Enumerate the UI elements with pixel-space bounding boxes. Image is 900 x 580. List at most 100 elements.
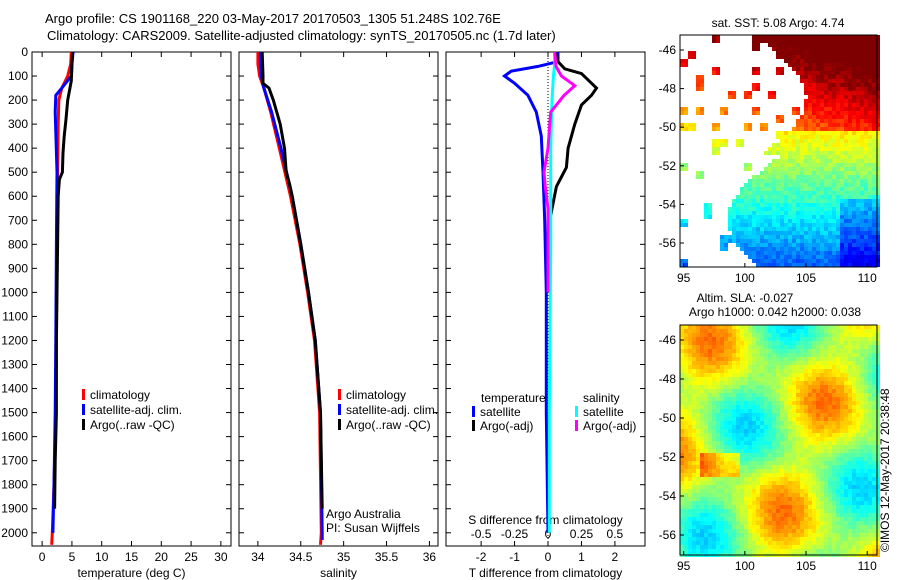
map-cell xyxy=(724,545,728,549)
map-cell xyxy=(852,211,856,215)
map-cell xyxy=(752,461,756,465)
map-cell xyxy=(824,485,828,489)
map-cell xyxy=(840,501,844,505)
map-cell xyxy=(716,421,720,425)
map-cell xyxy=(716,517,720,521)
map-cell xyxy=(860,143,864,147)
map-cell xyxy=(728,517,732,521)
map-cell xyxy=(780,377,784,381)
map-cell xyxy=(832,417,836,421)
map-cell xyxy=(816,223,820,227)
map-cell xyxy=(788,433,792,437)
map-cell xyxy=(756,377,760,381)
map-cell xyxy=(804,127,808,131)
map-cell xyxy=(732,325,736,329)
map-cell xyxy=(768,401,772,405)
map-cell xyxy=(860,187,864,191)
map-cell xyxy=(732,437,736,441)
map-cell xyxy=(872,533,876,537)
map-cell xyxy=(740,239,744,243)
map-cell xyxy=(728,377,732,381)
y-tick-label: -50 xyxy=(659,411,677,425)
map-cell xyxy=(784,235,788,239)
map-cell xyxy=(844,513,848,517)
map-cell xyxy=(844,505,848,509)
map-cell xyxy=(748,231,752,235)
map-cell xyxy=(784,413,788,417)
map-cell xyxy=(768,505,772,509)
map-cell xyxy=(768,409,772,413)
map-cell xyxy=(772,179,776,183)
map-cell xyxy=(796,473,800,477)
map-cell xyxy=(820,493,824,497)
map-cell xyxy=(756,405,760,409)
map-cell xyxy=(812,47,816,51)
map-cell xyxy=(820,329,824,333)
map-cell xyxy=(828,99,832,103)
map-cell xyxy=(828,473,832,477)
map-cell xyxy=(688,453,692,457)
map-cell xyxy=(752,453,756,457)
map-cell xyxy=(704,369,708,373)
map-cell xyxy=(808,35,812,39)
map-cell xyxy=(868,51,872,55)
map-cell xyxy=(816,159,820,163)
map-cell xyxy=(680,445,684,449)
map-cell xyxy=(820,417,824,421)
map-cell xyxy=(860,195,864,199)
map-cell xyxy=(836,259,840,263)
map-cell xyxy=(788,465,792,469)
map-cell xyxy=(688,505,692,509)
map-cell xyxy=(820,353,824,357)
map-cell xyxy=(772,485,776,489)
map-cell xyxy=(788,409,792,413)
map-cell xyxy=(812,71,816,75)
map-cell xyxy=(844,211,848,215)
map-cell xyxy=(860,99,864,103)
map-cell xyxy=(752,385,756,389)
map-cell xyxy=(848,47,852,51)
map-cell xyxy=(808,429,812,433)
map-cell xyxy=(740,369,744,373)
map-cell xyxy=(740,341,744,345)
map-cell xyxy=(800,329,804,333)
map-cell xyxy=(768,329,772,333)
map-cell xyxy=(816,251,820,255)
map-cell xyxy=(708,469,712,473)
map-cell xyxy=(860,123,864,127)
map-cell xyxy=(832,377,836,381)
map-cell xyxy=(844,345,848,349)
map-cell xyxy=(844,43,848,47)
map-cell xyxy=(828,449,832,453)
map-cell xyxy=(804,207,808,211)
map-cell xyxy=(756,381,760,385)
map-cell xyxy=(780,417,784,421)
map-cell xyxy=(724,497,728,501)
map-cell xyxy=(760,377,764,381)
map-cell xyxy=(864,163,868,167)
map-cell xyxy=(696,489,700,493)
map-cell xyxy=(828,505,832,509)
map-cell xyxy=(744,199,748,203)
map-cell xyxy=(808,247,812,251)
map-cell xyxy=(804,337,808,341)
map-cell xyxy=(852,417,856,421)
map-cell xyxy=(784,521,788,525)
map-cell xyxy=(876,337,880,341)
y-tick-label: 300 xyxy=(8,117,28,131)
map-cell xyxy=(764,497,768,501)
map-cell xyxy=(860,509,864,513)
map-cell xyxy=(808,155,812,159)
map-cell xyxy=(844,429,848,433)
map-cell xyxy=(816,155,820,159)
map-cell xyxy=(728,509,732,513)
map-cell xyxy=(724,353,728,357)
map-cell xyxy=(876,59,880,63)
map-cell xyxy=(748,187,752,191)
map-cell xyxy=(800,385,804,389)
map-cell xyxy=(744,477,748,481)
map-cell xyxy=(860,437,864,441)
map-cell xyxy=(772,163,776,167)
map-cell xyxy=(696,441,700,445)
map-cell xyxy=(784,223,788,227)
